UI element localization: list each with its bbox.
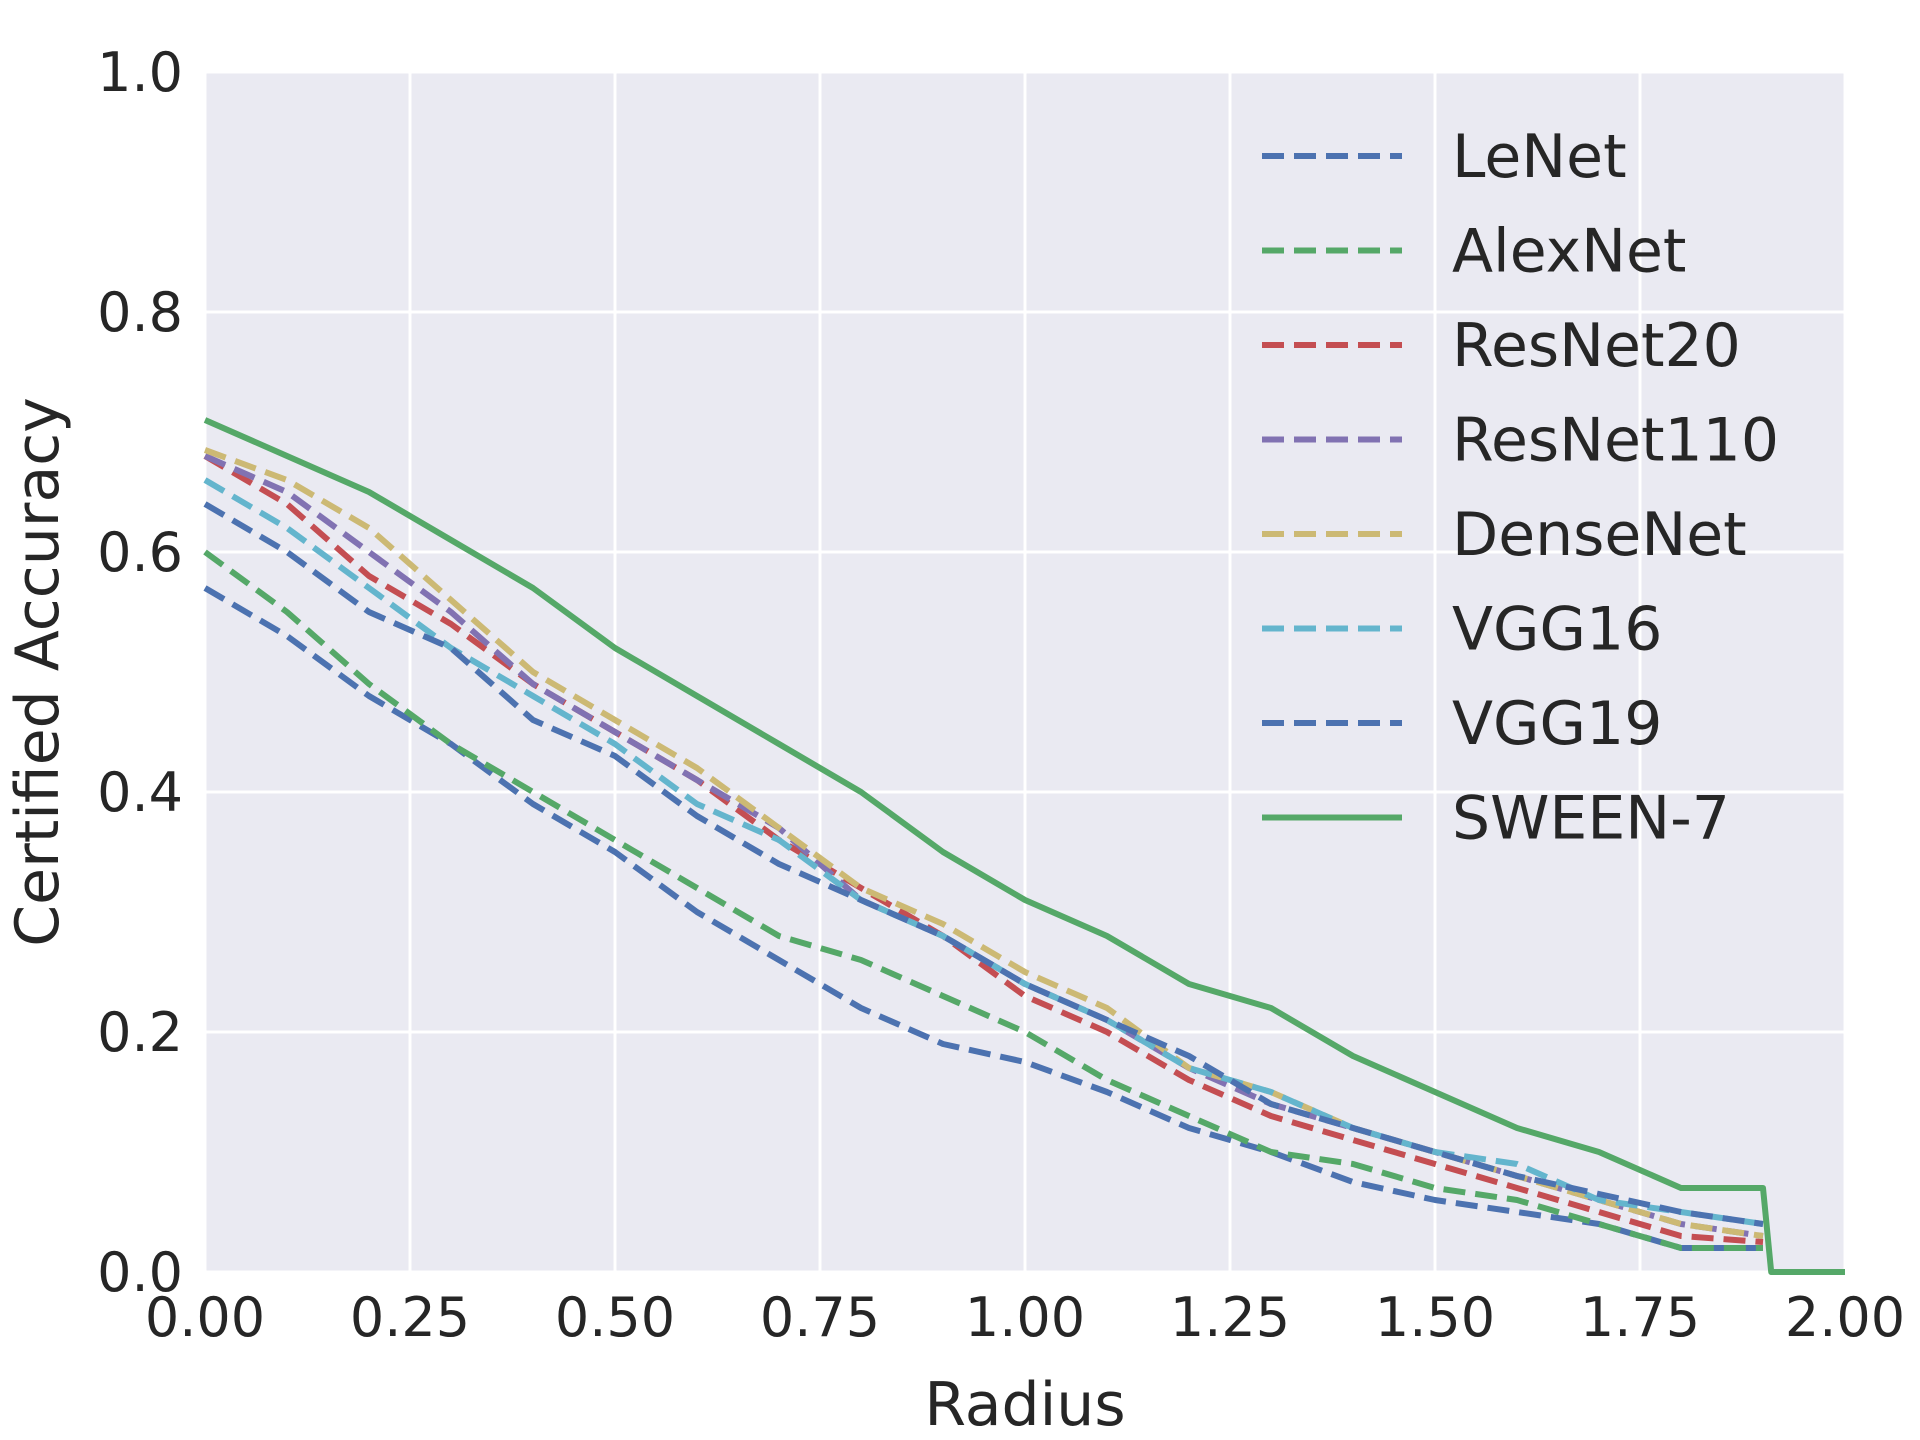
legend-label: VGG16 [1452,595,1662,665]
legend-label: LeNet [1452,122,1627,192]
x-axis-title: Radius [924,1370,1125,1440]
x-tick-label: 0.75 [760,1286,880,1349]
x-tick-label: 1.50 [1375,1286,1495,1349]
series-line-resnet20 [203,453,1764,1245]
x-tick-label: 1.25 [1170,1286,1290,1349]
y-tick-labels: 0.0 0.2 0.4 0.6 0.8 1.0 [97,41,183,1304]
y-tick-label: 0.2 [97,1001,183,1064]
x-tick-label: 0.00 [145,1286,265,1349]
legend-label: ResNet110 [1452,406,1779,476]
y-tick-label: 0.8 [97,281,183,344]
x-tick-label: 2.00 [1785,1286,1905,1349]
legend: LeNet AlexNet ResNet20 ResNet110 DenseNet VGG… [1262,122,1779,854]
x-tick-label: 1.00 [965,1286,1085,1349]
y-tick-label: 1.0 [97,41,183,104]
x-tick-label: 1.75 [1580,1286,1700,1349]
legend-label: SWEEN-7 [1452,784,1730,854]
legend-label: VGG19 [1452,689,1662,759]
x-tick-label: 0.50 [555,1286,675,1349]
series-line-vgg19 [203,501,1764,1227]
y-tick-label: 0.0 [97,1241,183,1304]
legend-label: ResNet20 [1452,311,1741,381]
series-layer [203,417,1845,1275]
series-line-sween-7 [203,417,1845,1275]
x-tick-label: 0.25 [350,1286,470,1349]
y-tick-label: 0.6 [97,521,183,584]
series-line-alexnet [203,549,1763,1251]
series-line-densenet [203,447,1764,1239]
grid [203,70,1847,1274]
x-tick-labels: 0.00 0.25 0.50 0.75 1.00 1.25 1.50 1.75 2.00 [145,1286,1905,1349]
series-line-vgg16 [203,477,1764,1227]
legend-label: AlexNet [1452,217,1686,287]
y-axis-title: Certified Accuracy [3,397,73,946]
legend-label: DenseNet [1452,500,1747,570]
y-tick-label: 0.4 [97,761,183,824]
